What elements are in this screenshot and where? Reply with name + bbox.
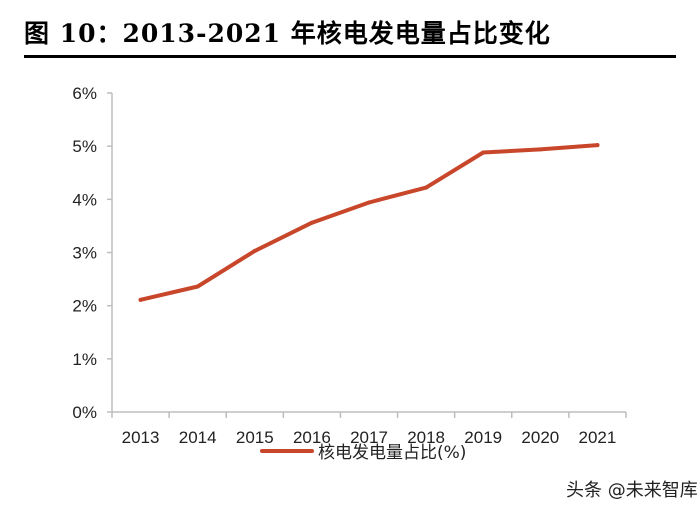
x-tick-label: 2014 — [179, 428, 217, 447]
x-tick-label: 2020 — [521, 428, 559, 447]
data-point-2017 — [367, 200, 371, 205]
y-tick-label: 0% — [72, 403, 97, 422]
watermark: 头条 @未来智库 — [566, 480, 698, 501]
data-point-2020 — [538, 147, 543, 152]
figure-title: 图 10：2013-2021 年核电发电量占比变化 — [24, 19, 551, 48]
x-tick-label: 2017 — [350, 428, 388, 447]
series-line — [138, 143, 600, 302]
title-underline — [24, 55, 676, 58]
data-point-2016 — [309, 220, 314, 225]
legend-label: 核电发电量占比(%) — [318, 443, 466, 463]
y-tick-label: 6% — [72, 84, 97, 103]
chart-series — [138, 143, 600, 302]
x-tick-label: 2018 — [407, 428, 445, 447]
data-point-2018 — [424, 185, 429, 190]
x-tick-label: 2015 — [236, 428, 274, 447]
data-point-2021 — [595, 143, 600, 148]
data-point-2014 — [195, 284, 200, 289]
x-tick-label: 2016 — [293, 428, 331, 447]
chart-legend: 核电发电量占比(%) — [260, 443, 466, 463]
data-point-2015 — [252, 248, 257, 253]
y-tick-label: 2% — [72, 297, 97, 316]
y-tick-label: 1% — [72, 350, 97, 369]
chart-axes: 0% 1% 2% 3% 4% 5% 6% 2013 2014 2015 2016 2017 2018 20… — [72, 84, 627, 447]
x-tick-label: 2021 — [579, 428, 617, 447]
y-tick-label: 3% — [72, 244, 97, 263]
y-tick-label: 5% — [72, 137, 97, 156]
data-point-2019 — [481, 150, 486, 155]
x-tick-label: 2019 — [464, 428, 502, 447]
data-point-2013 — [138, 297, 143, 302]
y-tick-label: 4% — [72, 190, 97, 209]
x-tick-label: 2013 — [122, 428, 160, 447]
